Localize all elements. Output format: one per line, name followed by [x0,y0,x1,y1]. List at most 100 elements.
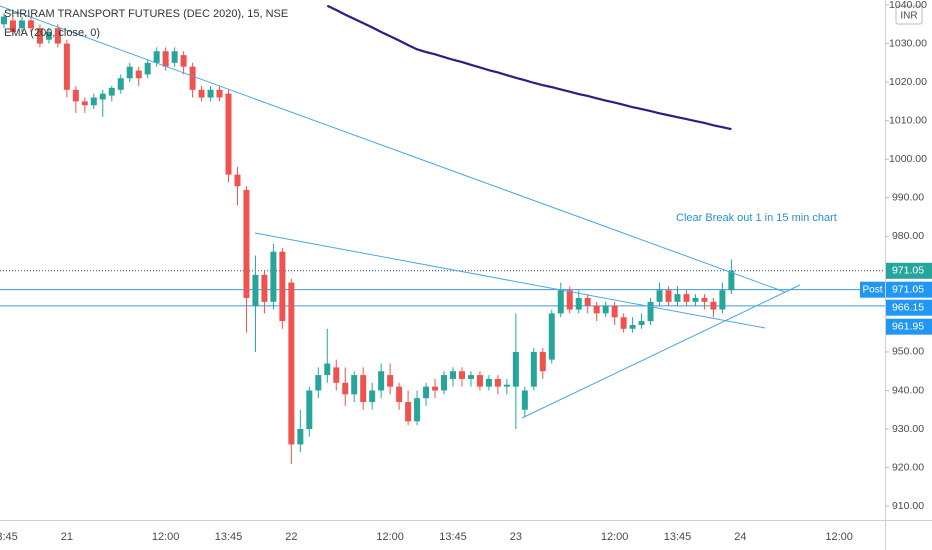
candle-body [467,375,474,379]
candle-body [315,375,322,391]
trend-line [254,232,766,329]
candle-body [126,66,133,79]
candle-body [692,297,699,302]
candle-body [45,31,52,40]
hline-price-tag: 966.15 [892,301,924,313]
candle-body [306,390,313,430]
candle-body [647,301,654,322]
candle-body [656,290,663,302]
candle-body [9,20,16,32]
candle-body [396,386,403,403]
candle-body [719,290,726,310]
candle-body [629,324,636,329]
candle-body [54,28,61,44]
candle-body [216,89,223,98]
candle-body [602,305,609,314]
candle-body [710,301,717,310]
candle-body [566,290,573,310]
candle-body [432,386,439,391]
x-tick-label: 24 [734,531,746,543]
candle-body [90,97,97,106]
x-tick-label: 23 [510,531,522,543]
last-price-tag: 971.05 [892,265,924,277]
chart-title: SHRIRAM TRANSPORT FUTURES (DEC 2020), 15… [4,8,288,20]
candle-body [27,20,34,29]
candle-body [225,93,232,175]
plot-area [0,4,885,464]
candle-body [198,89,205,98]
hline-price-tag: 961.95 [892,320,924,332]
candle-body [423,386,430,399]
candle-body [36,28,43,44]
candle-body [387,375,394,387]
y-tick-label: 950.00 [892,346,924,358]
x-tick-label: 13:45 [439,531,467,543]
candle-body [593,305,600,314]
x-tick-label: 12:00 [152,531,180,543]
candle-body [180,55,187,67]
candle-body [503,384,510,387]
candle-body [512,351,519,387]
candle-body [485,378,492,387]
candle-body [557,290,564,314]
annotation: Clear Break out 1 in 15 min chart [676,212,837,224]
candle-body [135,70,142,79]
post-label-box [860,281,885,298]
x-tick-label: 13:45 [215,531,243,543]
candle-body [297,429,304,445]
y-tick-label: 940.00 [892,384,924,396]
currency: INR [900,11,917,22]
candle-body [575,297,582,310]
x-tick-label: 21 [61,531,73,543]
candle-body [288,282,295,445]
y-tick-label: 910.00 [892,500,924,512]
trend-line [0,5,786,293]
candle-body [584,297,591,306]
candle-body [270,251,277,302]
candle-body [378,371,385,391]
candle-body [1,16,7,25]
candle-body [458,371,465,379]
x-tick-label: 13:45 [664,531,692,543]
y-tick-label: 1020.00 [889,76,927,88]
candle-body [162,51,169,67]
y-tick-label: 1030.00 [889,37,927,49]
y-tick-label: 930.00 [892,423,924,435]
candle-body [261,274,268,302]
y-tick-label: 980.00 [892,230,924,242]
candle-body [234,174,241,187]
candle-body [441,375,448,391]
candle-body [243,190,250,298]
candle-body [530,351,537,387]
candle-body [117,78,124,90]
y-tick-label: 920.00 [892,461,924,473]
candle-body [207,89,214,98]
candle-body [252,274,259,306]
candle-body [369,390,376,403]
y-tick-label: 990.00 [892,192,924,204]
candle-body [351,375,358,395]
post-label: Post [862,284,882,295]
candle-body [324,363,331,376]
x-tick-label: 13:45 [0,531,18,543]
candle-body [638,321,645,325]
currency-box[interactable] [895,5,923,25]
candle-body [63,43,70,90]
candle-body [521,390,528,410]
x-tick-label: 12:00 [601,531,629,543]
y-tick-label: 1000.00 [889,153,927,165]
hline-price-tag-box [886,318,932,335]
x-tick-label: 22 [285,531,297,543]
candle-body [414,398,421,422]
candle-body [189,66,196,90]
candle-body [450,371,456,379]
post-price-tag-box [886,281,932,298]
candle-body [342,382,349,395]
candle-body [548,313,555,360]
candle-body [72,89,79,102]
candle-body [18,20,25,29]
candle-body [360,375,367,403]
last-price-tag-box [886,262,932,279]
indicator-label: EMA (200, close, 0) [4,27,100,39]
